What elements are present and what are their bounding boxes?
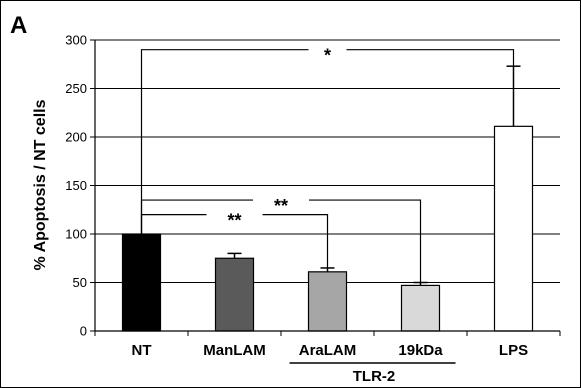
y-axis-label: % Apoptosis / NT cells [32, 99, 49, 270]
significance-label: ** [227, 211, 241, 231]
y-tick-label: 300 [65, 33, 87, 48]
y-tick-label: 50 [73, 275, 87, 290]
significance-annotations: ***** [140, 46, 515, 283]
bars [121, 65, 534, 332]
x-category-label: LPS [499, 342, 528, 359]
y-tick-label: 200 [65, 130, 87, 145]
x-category-label: ManLAM [203, 342, 266, 359]
panel-label: A [10, 12, 27, 39]
significance-bracket [140, 49, 515, 234]
y-tick-label: 100 [65, 227, 87, 242]
tlr2-group-label: TLR-2 [353, 368, 396, 385]
y-tick-label: 150 [65, 178, 87, 193]
x-category-label: 19kDa [398, 342, 443, 359]
significance-bracket [140, 214, 329, 268]
bar-lps [493, 125, 534, 332]
y-ticks: 0 50 100 150 200 250 300 [65, 33, 95, 339]
bar-19kda [400, 284, 441, 332]
bar-nt [121, 233, 162, 332]
bar-aralam [307, 271, 348, 332]
gridlines [95, 39, 560, 283]
x-category-label: NT [132, 342, 152, 359]
bar-manlam [214, 257, 255, 332]
x-category-label: AraLAM [299, 342, 357, 359]
significance-label: * [324, 46, 331, 66]
x-category-labels: NT ManLAM AraLAM 19kDa LPS [132, 342, 529, 359]
significance-label: ** [274, 196, 288, 216]
y-tick-label: 0 [80, 324, 87, 339]
y-tick-label: 250 [65, 81, 87, 96]
